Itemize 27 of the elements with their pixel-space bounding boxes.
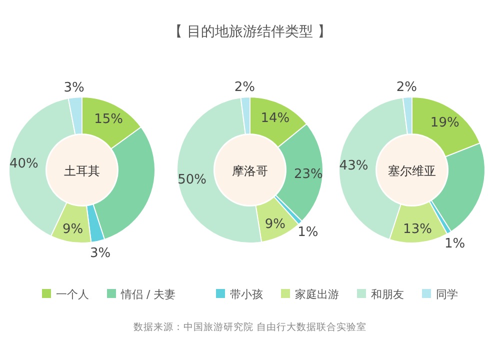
data-label: 3% [64,80,84,96]
slice-label: 摩洛哥 [232,164,268,178]
data-label: 2% [396,80,418,96]
data-label: 13% [403,222,432,238]
data-label: 43% [339,158,368,174]
slice-label: 塞尔维亚 [388,164,436,178]
legend-label: 同学 [436,288,458,301]
legend-label: 家庭出游 [295,288,339,301]
data-label: 1% [298,224,318,240]
chart-title: 【 目的地旅游结伴类型 】 [168,24,332,40]
source-note: 数据来源：中国旅游研究院 自由行大数据联合实验室 [133,321,367,333]
legend-label: 一个人 [56,288,89,301]
data-label: 9% [264,216,286,232]
slice-label: 土耳其 [64,164,100,178]
legend-label: 情侣 / 夫妻 [120,288,176,301]
legend-label: 和朋友 [371,288,404,301]
legend-label: 带小孩 [230,288,263,301]
data-label: 23% [294,166,323,182]
data-label: 1% [444,236,466,252]
data-label: 15% [94,112,124,127]
data-label: 50% [178,172,207,188]
data-label: 9% [62,222,84,237]
data-label: 14% [260,111,290,126]
data-label: 2% [234,80,255,96]
data-label: 3% [90,246,111,261]
data-label: 40% [10,156,38,172]
data-label: 19% [430,116,460,131]
